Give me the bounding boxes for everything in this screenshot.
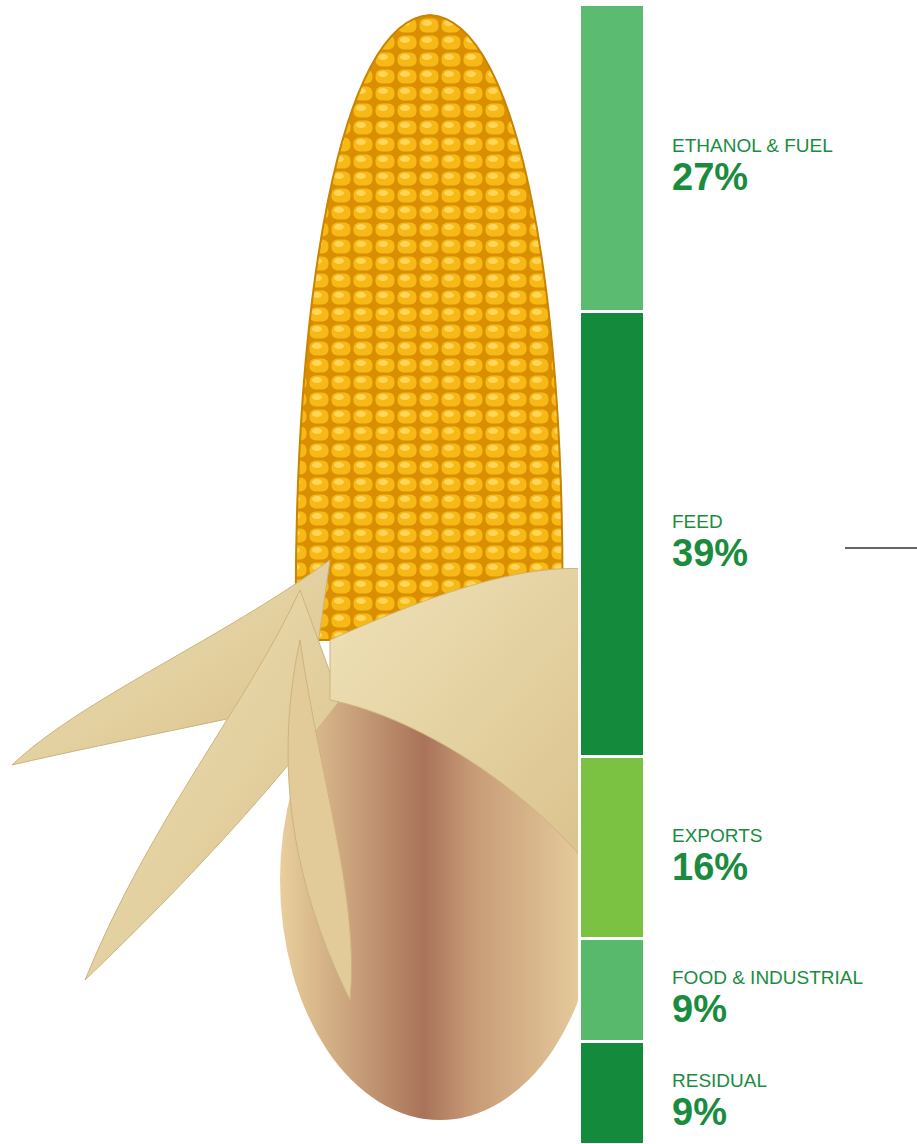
svg-text:9%: 9%: [672, 1091, 727, 1133]
svg-text:27%: 27%: [672, 156, 748, 198]
svg-text:16%: 16%: [672, 846, 748, 888]
svg-text:RESIDUAL: RESIDUAL: [672, 1070, 767, 1091]
svg-text:ETHANOL & FUEL: ETHANOL & FUEL: [672, 135, 833, 156]
svg-text:9%: 9%: [672, 988, 727, 1030]
svg-text:39%: 39%: [672, 532, 748, 574]
svg-text:EXPORTS: EXPORTS: [672, 825, 762, 846]
svg-text:FOOD & INDUSTRIAL: FOOD & INDUSTRIAL: [672, 967, 863, 988]
svg-text:FEED: FEED: [672, 511, 723, 532]
